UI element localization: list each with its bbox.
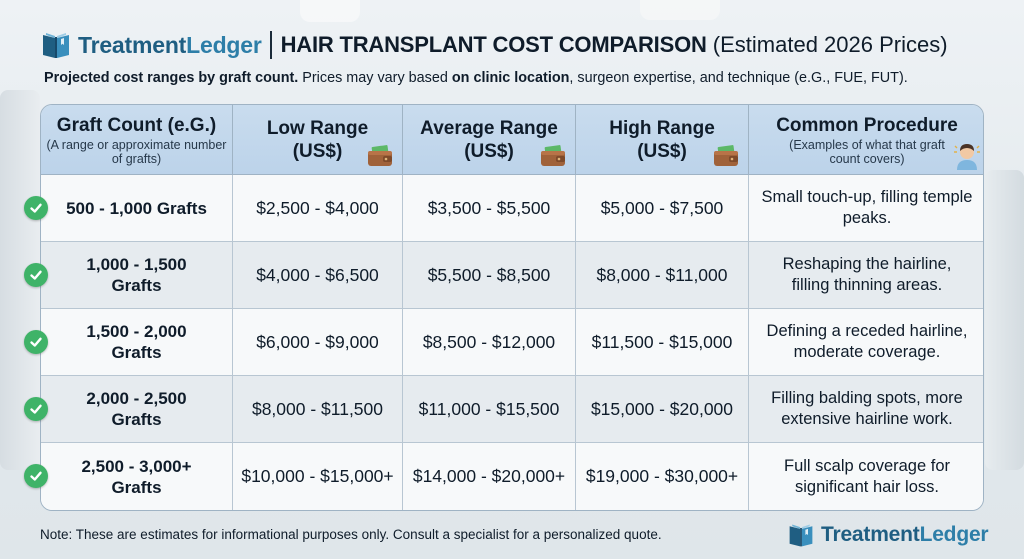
title-light: (Estimated 2026 Prices) — [712, 32, 948, 57]
brand-part-1: Treatment — [821, 523, 920, 546]
table-row: 500 - 1,000 Grafts $2,500 - $4,000 $3,50… — [41, 175, 983, 242]
column-title: Graft Count (e.G.) — [56, 115, 217, 136]
book-logo-icon — [43, 33, 69, 58]
column-header-high-range: High Range (US$) — [576, 105, 749, 175]
column-title-line-2: (US$) — [292, 141, 343, 162]
average-range-cell: $14,000 - $20,000+ — [403, 443, 576, 510]
procedure-cell: Reshaping the hairline, filling thinning… — [749, 242, 983, 309]
high-range-cell: $15,000 - $20,000 — [576, 376, 749, 443]
check-circle-icon — [24, 464, 48, 488]
column-title: Common Procedure — [776, 115, 958, 136]
subtitle: Projected cost ranges by graft count. Pr… — [44, 70, 908, 86]
column-header-low-range: Low Range (US$) — [233, 105, 403, 175]
graft-count-cell: 1,500 - 2,000 Grafts — [41, 309, 233, 376]
table-row: 1,500 - 2,000 Grafts $6,000 - $9,000 $8,… — [41, 309, 983, 376]
column-subtitle: (Examples of what that graft count cover… — [789, 138, 945, 166]
graft-count-cell: 1,000 - 1,500 Grafts — [41, 242, 233, 309]
graft-count-cell: 500 - 1,000 Grafts — [41, 175, 233, 242]
average-range-cell: $5,500 - $8,500 — [403, 242, 576, 309]
page-title: HAIR TRANSPLANT COST COMPARISON (Estimat… — [281, 32, 948, 58]
average-range-cell: $11,000 - $15,500 — [403, 376, 576, 443]
title-bold: HAIR TRANSPLANT COST COMPARISON — [280, 32, 707, 57]
column-header-average-range: Average Range (US$) — [403, 105, 576, 175]
column-subtitle: (A range or approximate number of grafts… — [46, 138, 227, 166]
low-range-cell: $2,500 - $4,000 — [233, 175, 403, 242]
high-range-cell: $8,000 - $11,000 — [576, 242, 749, 309]
subtitle-part-3: on clinic location — [451, 70, 570, 86]
check-circle-icon — [24, 330, 48, 354]
low-range-cell: $6,000 - $9,000 — [233, 309, 403, 376]
background-cabinet-right — [985, 170, 1024, 470]
table-header-row: Graft Count (e.G.) (A range or approxima… — [41, 105, 983, 175]
graft-count-cell: 2,500 - 3,000+ Grafts — [41, 443, 233, 510]
person-icon — [954, 144, 980, 170]
low-range-cell: $8,000 - $11,500 — [233, 376, 403, 443]
brand-part-2: Ledger — [919, 523, 989, 546]
subtitle-part-2: Prices may vary based — [298, 70, 452, 86]
graft-count-cell: 2,000 - 2,500 Grafts — [41, 376, 233, 443]
header: TreatmentLedger HAIR TRANSPLANT COST COM… — [40, 27, 948, 63]
background-light-2 — [640, 0, 720, 20]
table-row: 2,500 - 3,000+ Grafts $10,000 - $15,000+… — [41, 443, 983, 510]
high-range-cell: $19,000 - $30,000+ — [576, 443, 749, 510]
background-light-1 — [300, 0, 360, 22]
procedure-cell: Defining a receded hairline, moderate co… — [749, 309, 983, 376]
column-title-line-1: High Range — [609, 118, 715, 139]
low-range-cell: $10,000 - $15,000+ — [233, 443, 403, 510]
disclaimer-note: Note: These are estimates for informatio… — [40, 527, 662, 542]
wallet-icon — [714, 145, 738, 166]
check-circle-icon — [24, 397, 48, 421]
average-range-cell: $3,500 - $5,500 — [403, 175, 576, 242]
low-range-cell: $4,000 - $6,500 — [233, 242, 403, 309]
book-logo-icon — [789, 524, 813, 547]
wallet-icon — [368, 145, 392, 166]
footer-brand: TreatmentLedger — [787, 519, 989, 551]
column-header-graft-count: Graft Count (e.G.) (A range or approxima… — [41, 105, 233, 175]
average-range-cell: $8,500 - $12,000 — [403, 309, 576, 376]
brand-part-1: Treatment — [78, 31, 187, 58]
high-range-cell: $5,000 - $7,500 — [576, 175, 749, 242]
column-title-line-1: Average Range — [420, 118, 558, 139]
table-row: 1,000 - 1,500 Grafts $4,000 - $6,500 $5,… — [41, 242, 983, 309]
header-divider — [269, 31, 272, 59]
check-circle-icon — [24, 196, 48, 220]
procedure-cell: Filling balding spots, more extensive ha… — [749, 376, 983, 443]
column-title-line-2: (US$) — [637, 141, 687, 162]
column-header-common-procedure: Common Procedure (Examples of what that … — [749, 105, 983, 175]
check-circle-icon — [24, 263, 48, 287]
subtitle-part-4: , surgeon expertise, and technique (e.G.… — [569, 70, 908, 86]
procedure-cell: Small touch-up, filling temple peaks. — [749, 175, 983, 242]
footer-brand-name: TreatmentLedger — [821, 523, 989, 547]
brand-part-2: Ledger — [186, 31, 262, 58]
cost-table: Graft Count (e.G.) (A range or approxima… — [40, 104, 984, 511]
column-title-line-2: (US$) — [464, 141, 514, 162]
procedure-cell: Full scalp coverage for significant hair… — [749, 443, 983, 510]
table-row: 2,000 - 2,500 Grafts $8,000 - $11,500 $1… — [41, 376, 983, 443]
high-range-cell: $11,500 - $15,000 — [576, 309, 749, 376]
brand-name: TreatmentLedger — [78, 32, 262, 59]
wallet-icon — [541, 145, 565, 166]
column-title-line-1: Low Range — [266, 118, 369, 139]
subtitle-part-1: Projected cost ranges by graft count. — [44, 70, 299, 86]
